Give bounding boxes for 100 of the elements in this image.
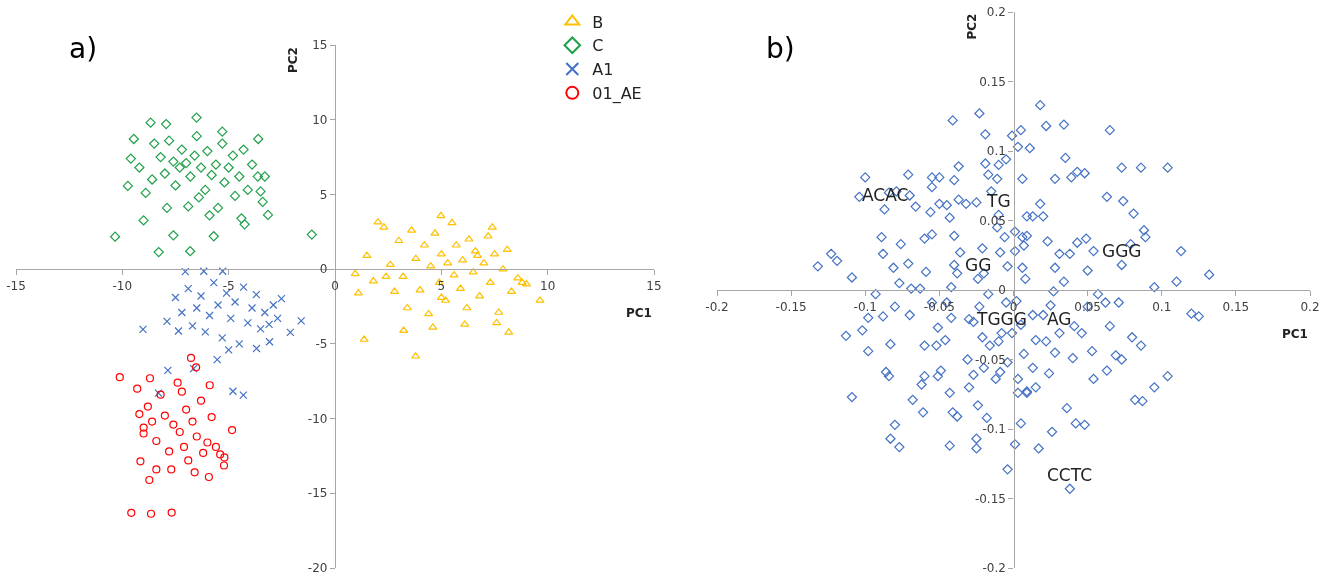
point bbox=[436, 211, 446, 219]
point bbox=[411, 254, 421, 262]
annotation: GGG bbox=[1102, 241, 1142, 261]
point bbox=[252, 171, 263, 182]
point bbox=[223, 162, 234, 173]
point bbox=[152, 465, 161, 474]
point bbox=[234, 171, 245, 182]
point bbox=[170, 180, 181, 191]
point bbox=[521, 279, 532, 287]
point bbox=[183, 201, 194, 212]
point bbox=[182, 405, 191, 414]
point bbox=[191, 131, 202, 142]
point bbox=[398, 272, 408, 279]
point bbox=[247, 303, 257, 313]
y-axis-title: PC2 bbox=[964, 13, 979, 40]
point bbox=[173, 378, 182, 387]
point bbox=[381, 272, 391, 279]
point bbox=[146, 509, 156, 518]
point bbox=[227, 425, 237, 435]
annotation: ACAC bbox=[862, 185, 909, 205]
point bbox=[228, 387, 238, 396]
point bbox=[273, 314, 282, 323]
point bbox=[485, 278, 495, 285]
point bbox=[190, 468, 199, 477]
point bbox=[174, 326, 183, 336]
y-axis-title: PC2 bbox=[286, 47, 300, 73]
point bbox=[255, 186, 266, 197]
point bbox=[167, 508, 176, 517]
point bbox=[127, 508, 136, 517]
x-tick-label: -5 bbox=[222, 278, 235, 293]
point bbox=[443, 259, 453, 266]
point bbox=[204, 210, 215, 221]
y-tick-label: -15 bbox=[307, 486, 328, 501]
x-tick-label: 10 bbox=[540, 278, 556, 293]
point bbox=[253, 133, 264, 145]
point bbox=[128, 133, 139, 145]
point bbox=[139, 423, 148, 432]
y-tick-label: 0.1 bbox=[986, 144, 1006, 159]
point bbox=[224, 345, 233, 354]
point bbox=[265, 337, 274, 346]
point bbox=[196, 291, 206, 301]
point bbox=[196, 396, 206, 405]
point bbox=[191, 112, 202, 123]
point bbox=[447, 218, 457, 226]
y-tick-label: 10 bbox=[312, 112, 328, 127]
point bbox=[145, 374, 155, 383]
point bbox=[193, 192, 205, 203]
point bbox=[359, 335, 369, 342]
point bbox=[174, 162, 185, 173]
point bbox=[205, 311, 214, 320]
x-tick-label: 0.2 bbox=[1300, 299, 1320, 314]
point bbox=[260, 308, 269, 317]
point bbox=[479, 259, 489, 266]
point bbox=[192, 303, 201, 313]
point bbox=[213, 300, 223, 310]
point bbox=[227, 150, 239, 161]
point bbox=[185, 171, 196, 182]
point bbox=[189, 150, 200, 161]
point bbox=[177, 387, 186, 396]
point bbox=[205, 381, 214, 390]
annotation: CCTC bbox=[1047, 465, 1092, 485]
point bbox=[180, 157, 192, 169]
point bbox=[218, 333, 227, 342]
point bbox=[207, 412, 216, 422]
point bbox=[399, 326, 409, 333]
point bbox=[350, 269, 360, 277]
point bbox=[210, 159, 222, 170]
point bbox=[206, 169, 217, 181]
point bbox=[199, 448, 208, 458]
point bbox=[451, 241, 461, 248]
point bbox=[186, 353, 196, 362]
point bbox=[138, 325, 148, 334]
point bbox=[252, 344, 261, 353]
point bbox=[175, 427, 184, 437]
point bbox=[246, 159, 258, 170]
point bbox=[269, 300, 278, 310]
y-tick-label: -0.2 bbox=[982, 561, 1006, 576]
point bbox=[200, 184, 211, 196]
point bbox=[201, 327, 210, 336]
x-tick-label: -0.15 bbox=[775, 299, 807, 314]
point bbox=[152, 436, 161, 446]
point bbox=[385, 260, 395, 268]
point bbox=[362, 251, 372, 259]
point bbox=[138, 215, 149, 226]
point bbox=[277, 294, 286, 303]
point bbox=[208, 231, 219, 242]
point bbox=[212, 202, 224, 214]
point bbox=[181, 267, 190, 276]
point bbox=[145, 475, 154, 485]
point bbox=[449, 271, 459, 278]
point bbox=[436, 293, 446, 300]
point bbox=[213, 355, 222, 364]
point bbox=[133, 384, 142, 393]
point bbox=[419, 241, 429, 248]
legend-label: B bbox=[592, 12, 604, 32]
point bbox=[202, 145, 213, 157]
point bbox=[460, 320, 470, 327]
point bbox=[239, 282, 248, 292]
point bbox=[464, 235, 474, 242]
point bbox=[239, 219, 250, 230]
